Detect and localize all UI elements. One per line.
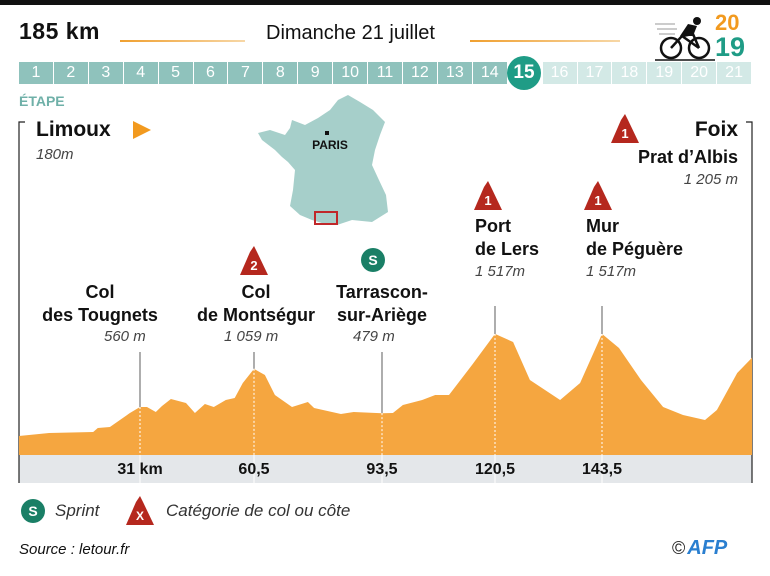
climb-label: Col de Montségur	[197, 281, 315, 327]
sprint-name-line1: Tarrascon-	[336, 282, 428, 302]
elevation-area	[19, 333, 752, 455]
logo-year-top: 20	[715, 10, 740, 35]
legend-sprint-label: Sprint	[55, 501, 100, 520]
stage-3[interactable]: 3	[88, 62, 124, 84]
stage-4[interactable]: 4	[123, 62, 159, 84]
legend-category-label: Catégorie de col ou côte	[166, 501, 351, 520]
finish-category: 1	[621, 126, 629, 141]
climb-altitude: 1 059 m	[224, 328, 279, 345]
map-city-label: PARIS	[312, 138, 348, 152]
cyclist-icon	[655, 17, 715, 61]
climb-category-icon	[584, 181, 612, 210]
legend-category-icon	[126, 496, 154, 525]
climb-category: 1	[484, 193, 492, 208]
climb-altitude: 560 m	[104, 328, 146, 345]
stage-6[interactable]: 6	[193, 62, 229, 84]
sprint-icon: S	[361, 248, 385, 272]
frame-left	[18, 121, 25, 483]
km-tick-label: 31 km	[117, 461, 163, 478]
elevation-profile-chart	[18, 121, 753, 483]
km-tick-label: 120,5	[474, 461, 516, 478]
stage-distance: 185 km	[19, 18, 101, 44]
legend-category-mark: X	[135, 509, 145, 523]
stage-7[interactable]: 7	[228, 62, 264, 84]
stage-15[interactable]	[508, 62, 543, 84]
stage-10[interactable]: 10	[333, 62, 369, 84]
sprint-label: Tarrascon-sur-Ariège	[336, 281, 428, 327]
source-credit: Source : letour.fr	[19, 541, 130, 558]
climb-name-line2: des Tougnets	[42, 305, 158, 325]
km-tick-label: 93,5	[366, 461, 398, 478]
finish-place: Prat d’Albis	[637, 147, 738, 167]
climb-category: 2	[250, 258, 258, 273]
climb-label: Col des Tougnets	[42, 281, 158, 327]
stage-13[interactable]: 13	[437, 62, 473, 84]
france-map	[258, 95, 388, 225]
stage-21[interactable]: 21	[717, 62, 753, 84]
climb-altitude: 1 517m	[586, 263, 637, 280]
stage-18[interactable]: 18	[612, 62, 648, 84]
climb-label: Mur de Péguère	[586, 215, 683, 261]
afp-logo: © AFP	[672, 537, 727, 560]
divider-line	[470, 40, 620, 42]
france-shape	[258, 95, 388, 225]
stage-17[interactable]: 17	[577, 62, 613, 84]
climb-category: 1	[594, 193, 602, 208]
stage-12[interactable]: 12	[402, 62, 438, 84]
climb-label: Port de Lers	[475, 215, 539, 261]
climb-category-icon	[474, 181, 502, 210]
stage-area-marker	[314, 211, 338, 225]
legend-sprint-icon: S	[21, 499, 45, 523]
stage-19[interactable]: 19	[647, 62, 683, 84]
stage-16[interactable]: 16	[542, 62, 578, 84]
climb-name-line2: de Péguère	[586, 239, 684, 259]
tour-logo	[655, 14, 715, 67]
paris-dot	[325, 131, 329, 135]
climb-name-line2: de Lers	[475, 239, 540, 259]
climb-category-icon	[240, 246, 268, 275]
km-axis-band	[19, 455, 752, 483]
stage-9[interactable]: 9	[298, 62, 334, 84]
start-city: Limoux	[36, 118, 111, 141]
start-altitude: 180m	[36, 146, 74, 163]
stage-2[interactable]: 2	[53, 62, 89, 84]
climb-name-line1: Col	[241, 282, 271, 302]
sprint-altitude: 479 m	[353, 328, 395, 345]
start-arrow-icon	[133, 121, 151, 139]
finish-city: Foix	[694, 118, 738, 141]
km-tick-label: 143,5	[581, 461, 623, 478]
stage-14[interactable]: 14	[472, 62, 508, 84]
stage-8[interactable]: 8	[263, 62, 299, 84]
stage-5[interactable]: 5	[158, 62, 194, 84]
stage-date: Dimanche 21 juillet	[266, 22, 435, 44]
climb-name-line1: Port	[475, 216, 511, 236]
stage-11[interactable]: 11	[368, 62, 403, 84]
finish-altitude: 1 205 m	[683, 171, 738, 188]
copyright-symbol: ©	[672, 538, 686, 558]
logo-year-bottom: 19	[715, 32, 746, 62]
sprint-name-line2: sur-Ariège	[336, 305, 428, 325]
km-tick-label: 60,5	[238, 461, 270, 478]
stage-selector: 1 2 3 4 5 6 7 8 9 10 11 12 13 14 16 17 18 19 20 21	[19, 62, 753, 84]
stage-1[interactable]: 1	[19, 62, 54, 84]
top-bar	[0, 0, 770, 5]
stage-20[interactable]: 20	[682, 62, 718, 84]
climb-altitude: 1 517m	[475, 263, 526, 280]
climb-name-line1: Mur	[586, 216, 619, 236]
climb-name-line2: de Montségur	[196, 305, 316, 325]
section-label: ÉTAPE	[19, 93, 65, 109]
agency-name: AFP	[687, 537, 728, 559]
current-stage-badge[interactable]: 15	[507, 56, 541, 90]
divider-line	[120, 40, 245, 42]
climb-name-line1: Col	[85, 282, 115, 302]
climb-category-icon	[611, 114, 639, 143]
